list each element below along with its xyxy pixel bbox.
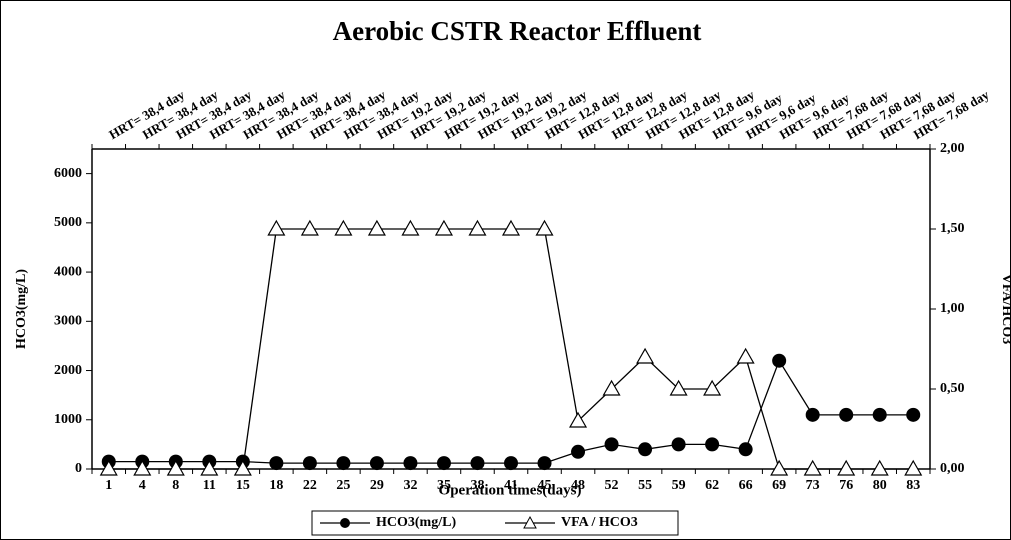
point (99, 459, 118, 476)
point (133, 459, 152, 476)
y2-tick-label: 0,00 (940, 461, 965, 476)
point (434, 219, 453, 236)
x-tick-label: 1 (105, 478, 112, 493)
point (468, 219, 487, 236)
point (870, 459, 889, 476)
point (267, 219, 286, 236)
legend (311, 510, 679, 536)
point (300, 219, 319, 236)
point (233, 459, 252, 476)
point (369, 456, 384, 471)
legend-marker (340, 518, 350, 528)
y-axis-label: HCO3(mg/L) (14, 269, 29, 349)
x-tick-label: 15 (236, 478, 250, 493)
point (504, 456, 518, 471)
point (200, 459, 219, 476)
y2-axis-label: VFA/HCO3 (999, 274, 1011, 345)
x-tick-label: 38 (470, 478, 484, 493)
x-tick-label: 83 (906, 478, 920, 493)
y2-tick-label: 0,50 (940, 381, 965, 396)
chart-title: Aerobic CSTR Reactor Effluent (333, 16, 702, 46)
y-tick-label: 5000 (54, 215, 82, 230)
y-tick-label: 6000 (54, 166, 82, 181)
y-tick-label: 0 (75, 461, 82, 476)
y-tick-label: 1000 (54, 412, 82, 427)
point (669, 379, 688, 396)
x-tick-label: 48 (571, 478, 585, 493)
point (166, 459, 185, 476)
x-tick-label: 4 (139, 478, 146, 493)
point (837, 459, 856, 476)
point (638, 442, 653, 457)
x-tick-label: 11 (203, 478, 216, 493)
point (602, 379, 621, 396)
point (705, 437, 720, 452)
point (401, 219, 420, 236)
point (604, 437, 619, 452)
point (839, 407, 854, 422)
point (436, 456, 451, 471)
x-tick-label: 45 (538, 478, 552, 493)
x-tick-label: 80 (873, 478, 887, 493)
point (803, 459, 822, 476)
point (738, 442, 753, 457)
point (904, 459, 923, 476)
point (772, 353, 787, 368)
x-tick-label: 8 (172, 478, 179, 493)
x-tick-label: 22 (303, 478, 317, 493)
y-tick-label: 2000 (54, 363, 82, 378)
y2-tick-label: 1,00 (940, 301, 965, 316)
point (470, 456, 485, 471)
y2-tick-label: 2,00 (940, 141, 965, 156)
point (671, 437, 686, 452)
point (805, 407, 820, 422)
y-tick-label: 4000 (54, 264, 82, 279)
legend-label: VFA / HCO3 (561, 515, 638, 530)
point (367, 219, 386, 236)
x-tick-label: 76 (839, 478, 853, 493)
point (535, 219, 554, 236)
x-tick-label: 35 (437, 478, 451, 493)
point (269, 456, 284, 471)
x-tick-label: 69 (772, 478, 786, 493)
point (403, 456, 418, 471)
point (636, 347, 655, 364)
point (501, 219, 521, 236)
point (906, 407, 921, 422)
x-tick-label: 32 (403, 478, 417, 493)
x-tick-label: 41 (504, 478, 518, 493)
point (770, 459, 789, 476)
x-tick-label: 29 (370, 478, 384, 493)
point (571, 444, 586, 459)
legend-label: HCO3(mg/L) (376, 515, 456, 530)
y2-tick-label: 1,50 (940, 221, 965, 236)
point (336, 456, 351, 471)
point (703, 379, 722, 396)
x-tick-label: 62 (705, 478, 719, 493)
x-tick-label: 66 (739, 478, 753, 493)
y-tick-label: 3000 (54, 314, 82, 329)
x-tick-label: 73 (806, 478, 820, 493)
point (334, 219, 353, 236)
point (736, 347, 755, 364)
point (302, 456, 317, 471)
x-tick-label: 18 (269, 478, 283, 493)
x-tick-label: 55 (638, 478, 652, 493)
x-tick-label: 59 (672, 478, 686, 493)
point (872, 407, 887, 422)
x-axis-label: Operation times(days) (439, 482, 582, 498)
x-tick-label: 25 (336, 478, 350, 493)
x-tick-label: 52 (605, 478, 619, 493)
point (569, 411, 588, 428)
legend-marker (523, 515, 537, 529)
point (537, 456, 552, 471)
